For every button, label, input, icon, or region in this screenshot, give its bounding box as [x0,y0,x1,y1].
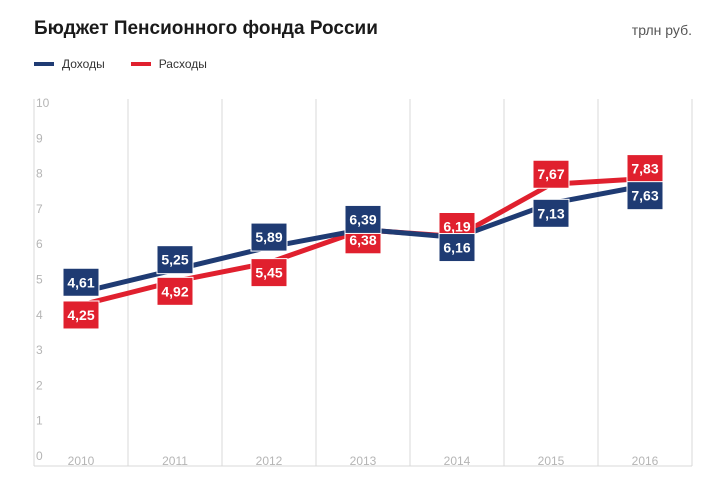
y-tick-label: 8 [36,167,43,181]
y-tick-label: 5 [36,273,43,287]
data-label: 6,19 [443,218,470,234]
y-tick-label: 2 [36,378,43,392]
x-tick-label: 2012 [256,454,283,468]
data-label: 5,25 [161,252,188,268]
data-point-income: 5,89 [250,222,288,252]
chart-title: Бюджет Пенсионного фонда России [34,18,378,39]
data-point-expense: 5,45 [250,258,288,288]
data-label-box [250,258,288,288]
data-label-box [626,181,664,211]
legend-label-expense: Расходы [158,57,207,71]
legend-swatch-expense [130,62,151,66]
data-label: 4,61 [67,274,94,290]
data-label-box [438,233,476,263]
data-label: 7,67 [537,166,564,182]
data-label-box [62,300,100,330]
data-label-box [62,267,100,297]
legend-swatch-income [34,62,54,66]
x-tick-label: 2016 [632,454,659,468]
data-label: 4,25 [67,307,94,323]
y-tick-label: 0 [36,449,43,463]
data-label: 6,38 [349,232,376,248]
data-point-income: 4,61 [62,267,100,297]
x-tick-label: 2013 [350,454,377,468]
legend-item-income: Доходы [34,57,105,71]
data-point-expense: 7,67 [532,159,570,189]
data-label-box [532,198,570,228]
data-label: 7,63 [631,188,658,204]
y-tick-label: 10 [36,96,50,110]
data-label: 6,16 [443,240,470,256]
x-tick-label: 2014 [444,454,471,468]
data-point-expense: 7,83 [626,154,664,184]
x-tick-label: 2015 [538,454,565,468]
x-tick-label: 2011 [162,454,188,468]
data-point-income: 6,16 [438,233,476,263]
data-point-expense: 4,92 [156,276,194,306]
data-label-box [532,159,570,189]
legend: Доходы Расходы [34,57,207,71]
data-label-box [156,276,194,306]
data-label-box [626,154,664,184]
data-label: 7,13 [537,205,564,221]
data-label: 5,89 [255,229,282,245]
data-label: 7,83 [631,161,658,177]
data-label: 5,45 [255,265,282,281]
unit-label: трлн руб. [631,22,692,38]
legend-item-expense: Расходы [130,57,207,71]
data-label-box [250,222,288,252]
data-label: 6,39 [349,211,376,227]
data-point-income: 7,63 [626,181,664,211]
y-tick-label: 1 [36,414,43,428]
data-point-income: 7,13 [532,198,570,228]
data-label-box [344,204,382,234]
data-point-income: 5,25 [156,245,194,275]
data-point-expense: 4,25 [62,300,100,330]
y-tick-label: 4 [36,308,43,322]
legend-label-income: Доходы [62,57,105,71]
y-tick-label: 7 [36,202,43,216]
y-tick-label: 3 [36,343,43,357]
y-tick-label: 6 [36,237,43,251]
data-point-income: 6,39 [344,204,382,234]
data-label-box [156,245,194,275]
x-tick-label: 2010 [68,454,95,468]
y-tick-label: 9 [36,131,43,145]
data-label: 4,92 [161,283,188,299]
